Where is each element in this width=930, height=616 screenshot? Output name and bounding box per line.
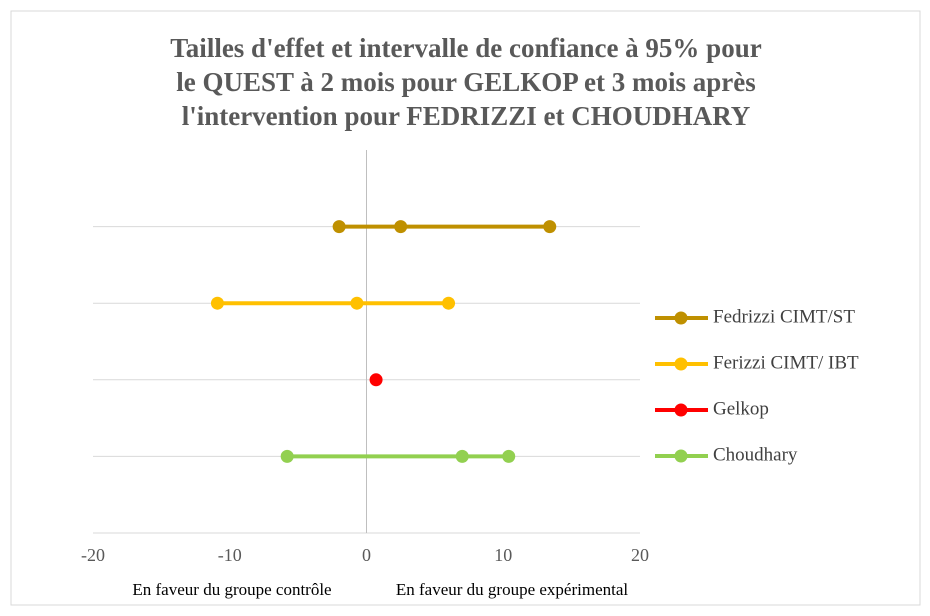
- annotation: En faveur du groupe contrôle: [132, 580, 331, 599]
- x-tick-label: -10: [218, 545, 242, 565]
- x-tick-label: 10: [494, 545, 512, 565]
- point: [455, 449, 469, 463]
- point: [502, 449, 516, 463]
- point: [394, 220, 408, 234]
- chart-title: le QUEST à 2 mois pour GELKOP et 3 mois …: [176, 67, 756, 97]
- x-tick-label: 20: [631, 545, 649, 565]
- legend-label: Fedrizzi CIMT/ST: [713, 306, 855, 327]
- point: [442, 296, 456, 310]
- point: [543, 220, 557, 234]
- point: [369, 373, 383, 387]
- point: [210, 296, 224, 310]
- x-tick-label: -20: [81, 545, 105, 565]
- legend-label: Gelkop: [713, 398, 769, 419]
- point: [280, 449, 294, 463]
- point: [332, 220, 346, 234]
- legend-marker: [674, 449, 688, 463]
- chart-border: [10, 10, 921, 606]
- chart-title: l'intervention pour FEDRIZZI et CHOUDHAR…: [182, 101, 751, 131]
- x-tick-label: 0: [362, 545, 371, 565]
- legend-label: Choudhary: [713, 444, 798, 465]
- annotation: En faveur du groupe expérimental: [396, 580, 629, 599]
- legend-label: Ferizzi CIMT/ IBT: [713, 352, 859, 373]
- chart-title: Tailles d'effet et intervalle de confian…: [170, 33, 761, 63]
- legend-marker: [674, 403, 688, 417]
- legend-marker: [674, 311, 688, 325]
- legend-marker: [674, 357, 688, 371]
- point: [350, 296, 364, 310]
